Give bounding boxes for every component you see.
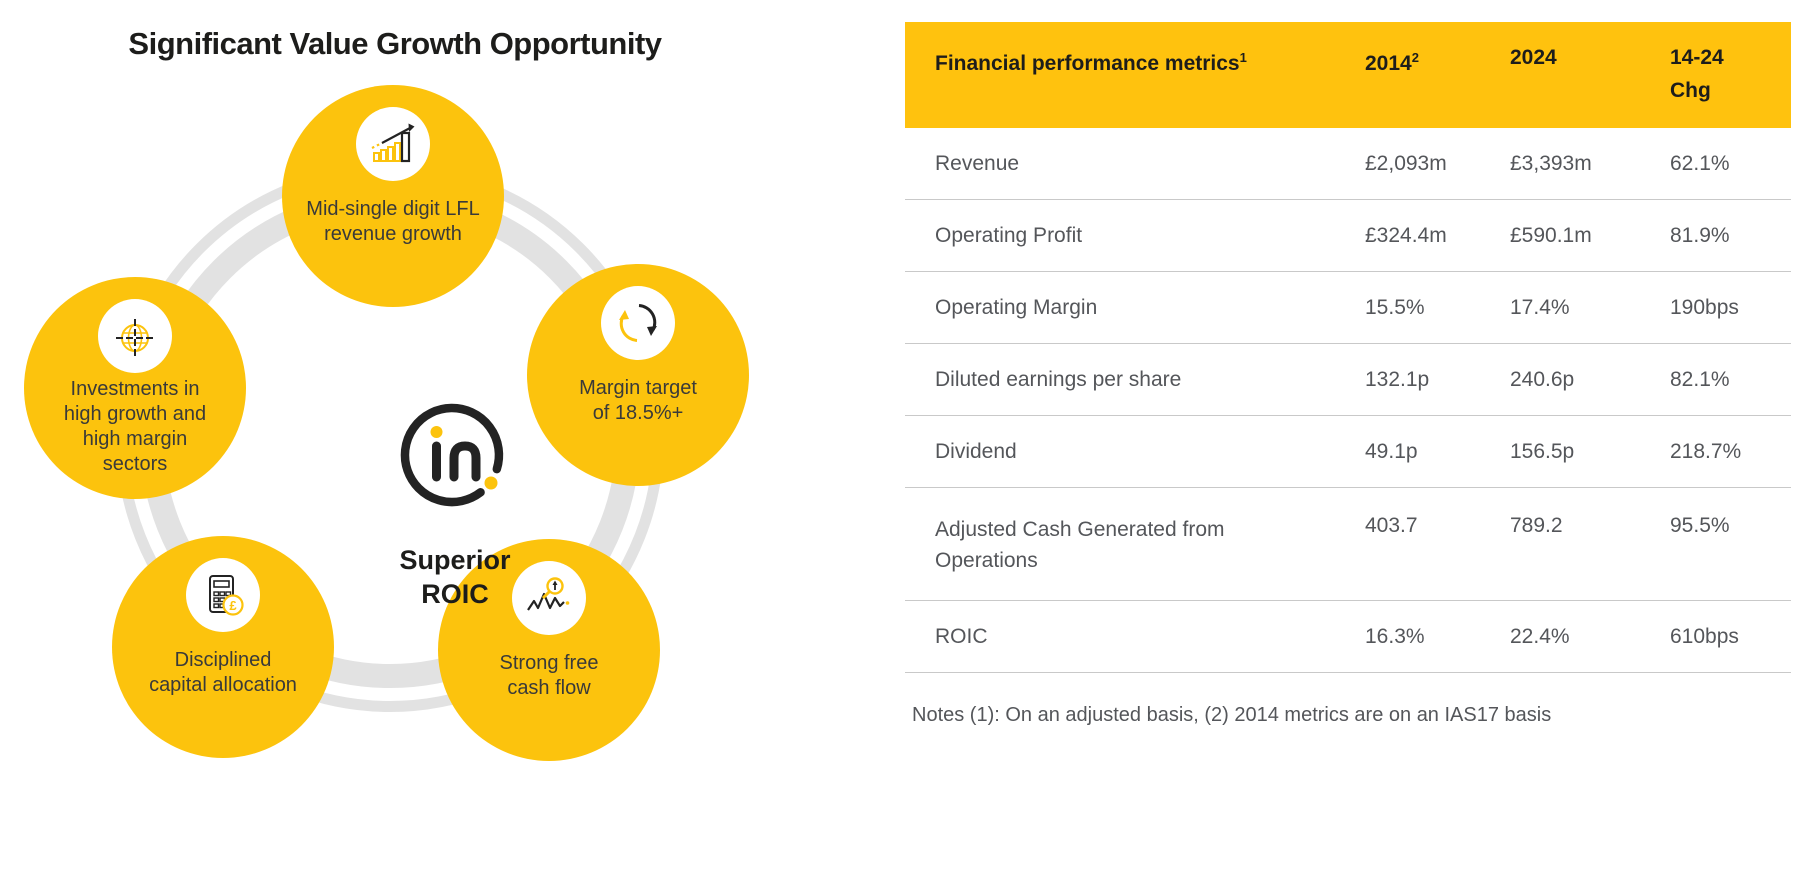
value-2014-cell: 15.5% xyxy=(1365,295,1425,319)
table-row: Revenue £2,093m £3,393m 62.1% xyxy=(905,128,1791,200)
bubble-capital-allocation: £ Disciplined capital allocation xyxy=(112,536,334,758)
header-2024-text: 2024 xyxy=(1510,46,1557,69)
header-2014-sup: 2 xyxy=(1411,50,1419,65)
bubble-cash-flow: Strong free cash flow xyxy=(438,539,660,761)
financial-metrics-table: Financial performance metrics1 20142 202… xyxy=(905,22,1791,673)
header-change-line1: 14-24 xyxy=(1670,46,1724,69)
bubble-investments: Investments in high growth and high marg… xyxy=(24,277,246,499)
header-metrics-label: Financial performance metrics1 xyxy=(935,41,1365,80)
header-2024: 2024 xyxy=(1510,41,1670,74)
value-2014-cell: £2,093m xyxy=(1365,151,1447,175)
header-metrics-text: Financial performance metrics xyxy=(935,52,1240,75)
bubble-label-line: Strong free xyxy=(499,652,599,674)
center-label-line: Superior xyxy=(399,545,511,575)
value-2024-cell: 789.2 xyxy=(1510,514,1563,537)
bubble-label-line: Mid-single digit LFL xyxy=(306,198,480,220)
calculator-icon: £ xyxy=(186,558,260,632)
bubble-label: Margin target of 18.5%+ xyxy=(533,376,743,426)
value-change-cell: 95.5% xyxy=(1670,514,1730,537)
center-label-line: ROIC xyxy=(421,579,489,609)
cycle-arrows-icon xyxy=(601,286,675,360)
value-2024-cell: 22.4% xyxy=(1510,624,1570,648)
table-row: ROIC 16.3% 22.4% 610bps xyxy=(905,601,1791,673)
bubble-label-line: Margin target xyxy=(579,377,697,399)
bubble-label: Strong free cash flow xyxy=(444,651,654,701)
header-2014: 20142 xyxy=(1365,41,1510,80)
bubble-label-line: sectors xyxy=(102,453,168,475)
metric-label-cell: ROIC xyxy=(935,624,988,648)
cash-flow-icon xyxy=(512,561,586,635)
table-notes: Notes (1): On an adjusted basis, (2) 201… xyxy=(912,704,1552,726)
value-change-cell: 190bps xyxy=(1670,295,1739,319)
value-2024-cell: 240.6p xyxy=(1510,367,1575,391)
intertek-in-logo xyxy=(392,395,512,515)
metric-label-cell: Revenue xyxy=(935,151,1020,175)
growth-chart-icon xyxy=(356,107,430,181)
bubble-label-line: high growth and xyxy=(63,403,207,425)
bubble-label-line: of 18.5%+ xyxy=(592,402,684,424)
bubble-label: Investments in high growth and high marg… xyxy=(30,377,240,477)
value-change-cell: 218.7% xyxy=(1670,439,1742,463)
bubble-label: Disciplined capital allocation xyxy=(118,648,328,698)
page-title: Significant Value Growth Opportunity xyxy=(128,26,662,61)
value-2014-cell: 132.1p xyxy=(1365,367,1430,391)
value-2014-cell: 403.7 xyxy=(1365,514,1418,537)
value-2024-cell: 156.5p xyxy=(1510,439,1575,463)
value-change-cell: 62.1% xyxy=(1670,151,1730,175)
bubble-label-line: capital allocation xyxy=(149,674,297,696)
value-change-cell: 81.9% xyxy=(1670,223,1730,247)
table-row: Operating Margin 15.5% 17.4% 190bps xyxy=(905,272,1791,344)
bubble-revenue-growth: Mid-single digit LFL revenue growth xyxy=(282,85,504,307)
value-2014-cell: 16.3% xyxy=(1365,624,1425,648)
value-2024-cell: 17.4% xyxy=(1510,295,1570,319)
metric-label-cell: Operating Margin xyxy=(935,295,1098,319)
value-2024-cell: £3,393m xyxy=(1510,151,1592,175)
value-2014-cell: £324.4m xyxy=(1365,223,1447,247)
table-row: Adjusted Cash Generated from Operations … xyxy=(905,488,1791,601)
svg-text:£: £ xyxy=(229,598,237,613)
bubble-label: Mid-single digit LFL revenue growth xyxy=(288,197,498,247)
metric-label-cell: Diluted earnings per share xyxy=(935,367,1182,391)
value-change-cell: 610bps xyxy=(1670,624,1739,648)
value-2024-cell: £590.1m xyxy=(1510,223,1592,247)
table-row: Operating Profit £324.4m £590.1m 81.9% xyxy=(905,200,1791,272)
table-header: Financial performance metrics1 20142 202… xyxy=(905,22,1791,128)
table-row: Dividend 49.1p 156.5p 218.7% xyxy=(905,416,1791,488)
value-2014-cell: 49.1p xyxy=(1365,439,1418,463)
metric-label-cell: Adjusted Cash Generated from Operations xyxy=(935,518,1225,572)
value-change-cell: 82.1% xyxy=(1670,367,1730,391)
bubble-margin-target: Margin target of 18.5%+ xyxy=(527,264,749,486)
header-metrics-sup: 1 xyxy=(1239,50,1247,65)
bubble-label-line: revenue growth xyxy=(324,223,462,245)
header-change: 14-24 Chg xyxy=(1670,41,1771,107)
bubble-label-line: Disciplined xyxy=(174,649,272,671)
bubble-label-line: cash flow xyxy=(507,677,591,699)
bubble-label-line: Investments in xyxy=(70,378,200,400)
metric-label-cell: Dividend xyxy=(935,439,1017,463)
header-2014-text: 2014 xyxy=(1365,52,1412,75)
metric-label-cell: Operating Profit xyxy=(935,223,1083,247)
header-change-line2: Chg xyxy=(1670,79,1711,102)
table-row: Diluted earnings per share 132.1p 240.6p… xyxy=(905,344,1791,416)
globe-icon xyxy=(98,299,172,373)
bubble-label-line: high margin xyxy=(82,428,188,450)
superior-roic-label: Superior ROIC xyxy=(305,543,605,611)
